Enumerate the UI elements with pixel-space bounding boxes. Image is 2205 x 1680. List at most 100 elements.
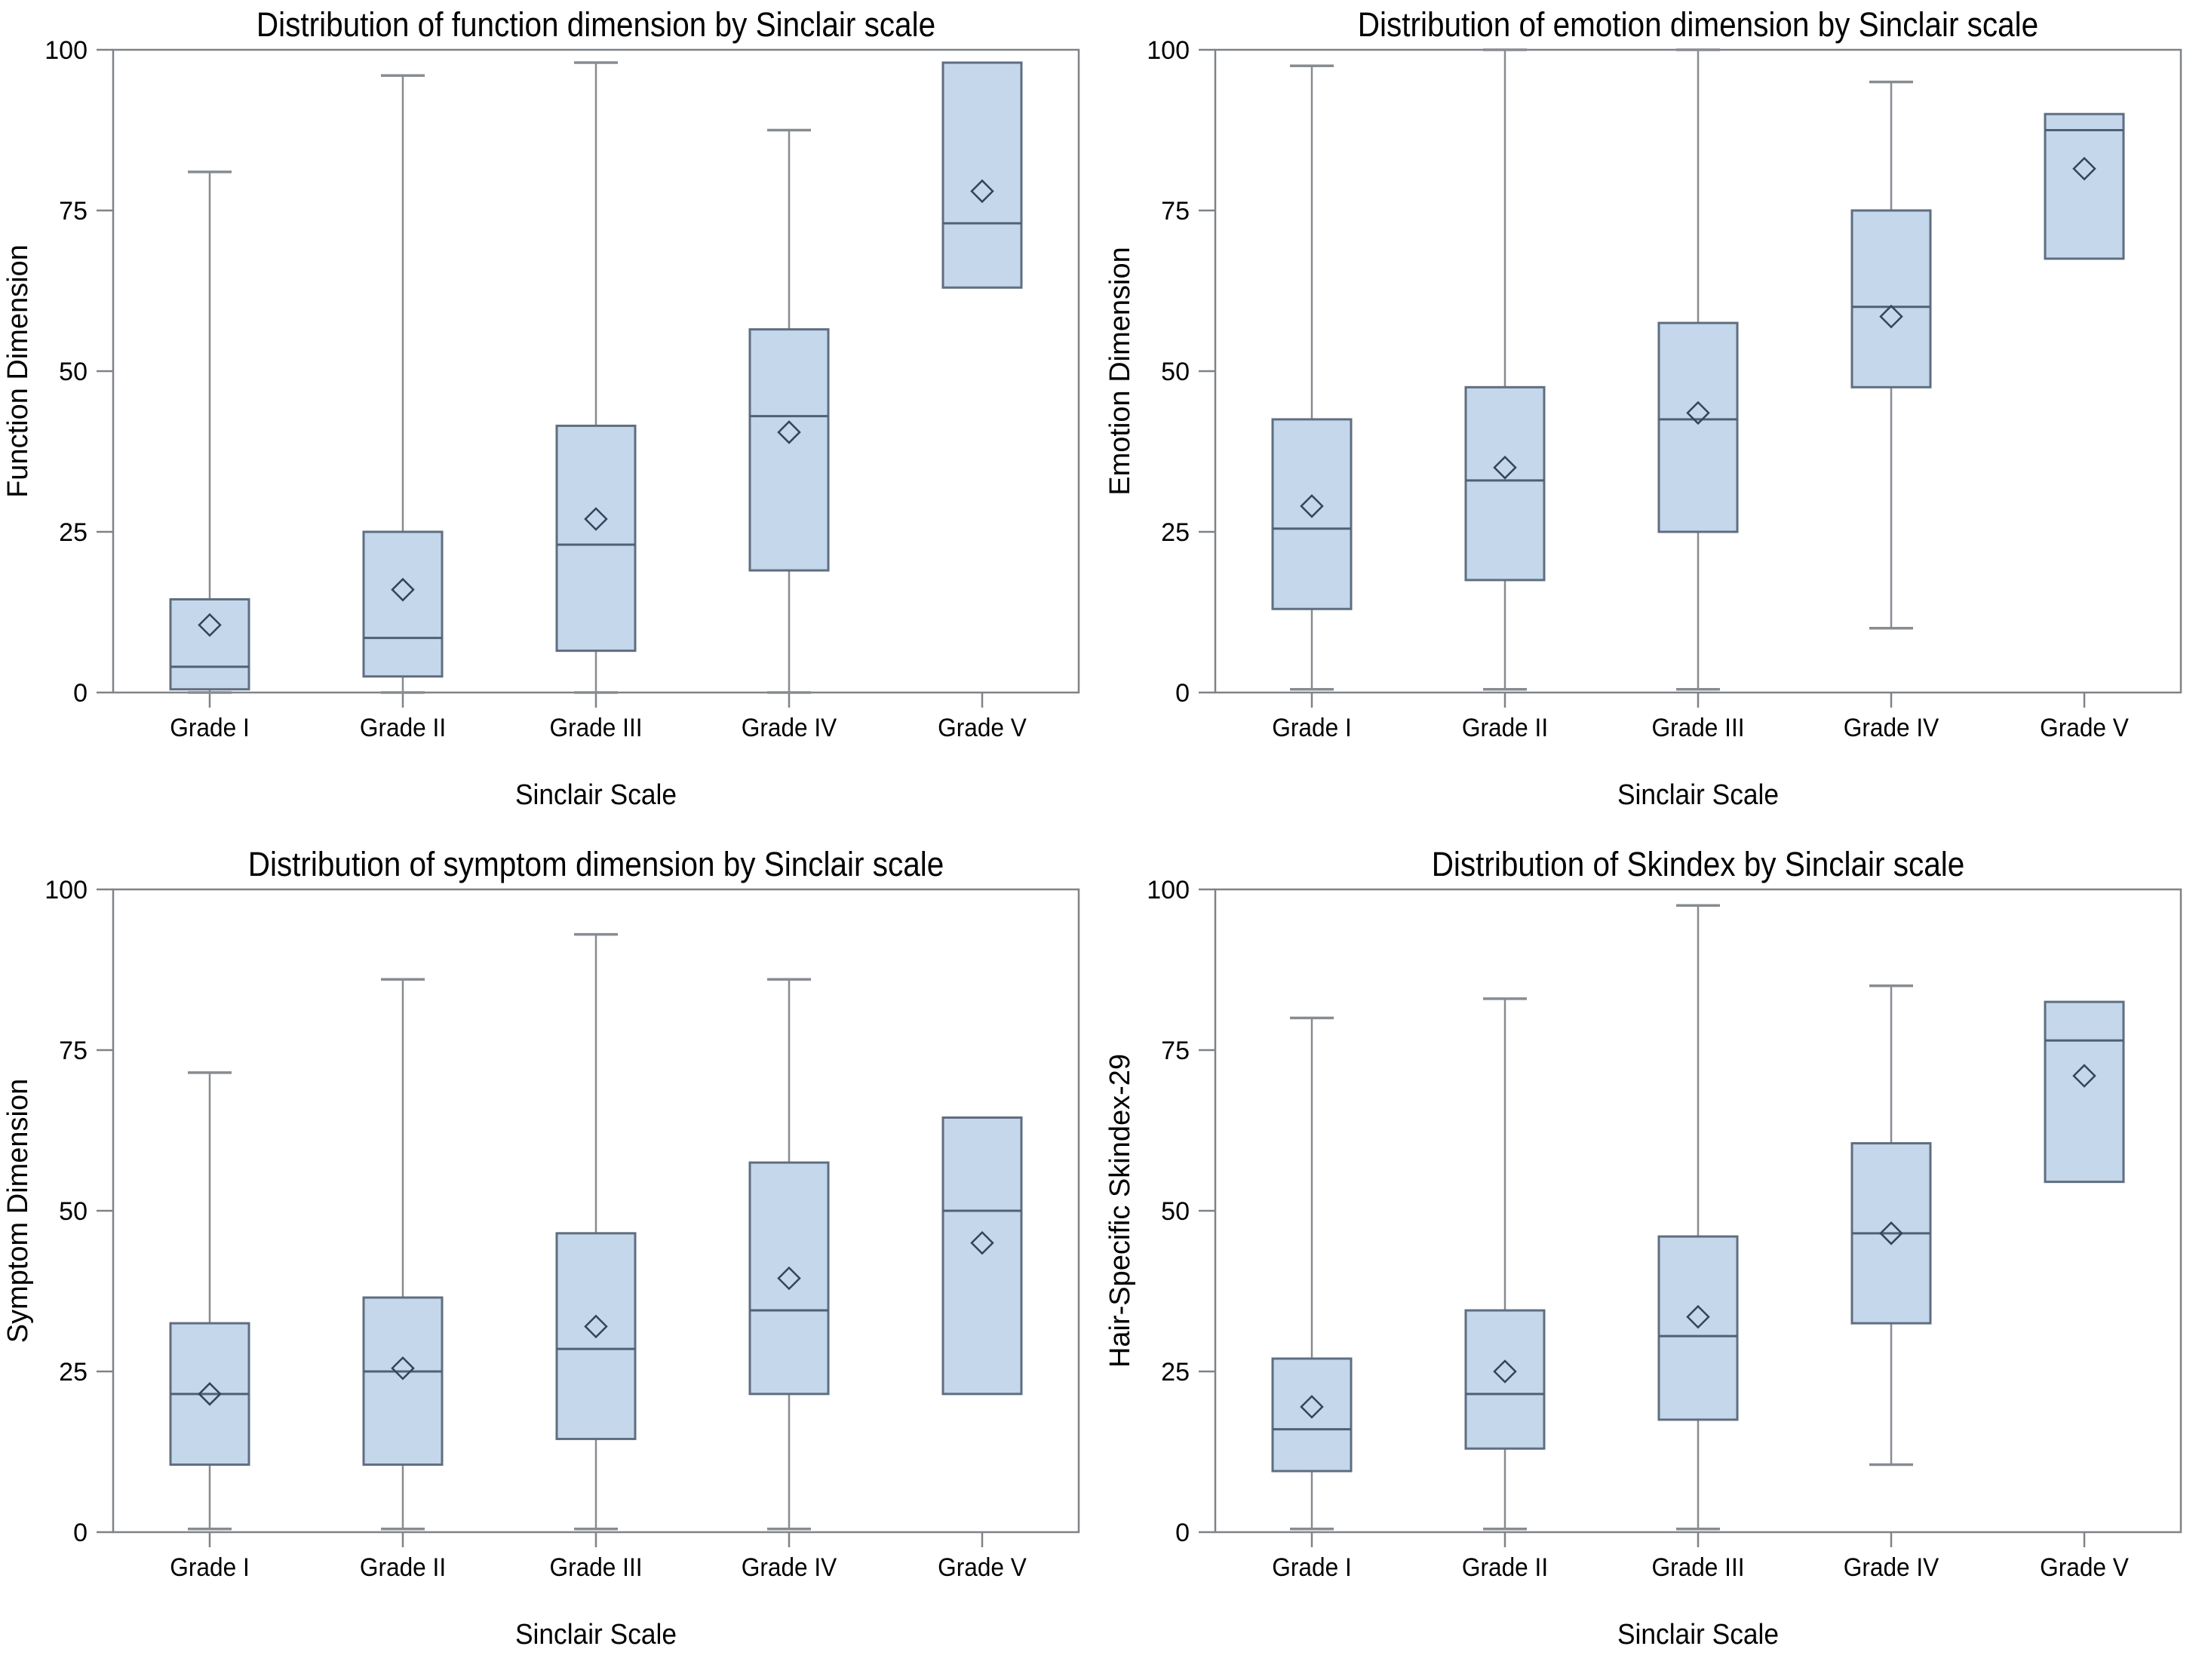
y-axis-label: Hair-Specific Skindex-29: [1104, 1054, 1136, 1368]
box: [748, 328, 830, 572]
x-tick-label: Grade III: [549, 1553, 642, 1581]
skindex-boxplot-svg: Distribution of Skindex by Sinclair scal…: [1104, 846, 2182, 1650]
x-tick-label: Grade II: [360, 713, 446, 742]
mean-marker: [1879, 1221, 1903, 1245]
boxplot-panel-function: Distribution of function dimension by Si…: [0, 0, 1102, 840]
mean-marker: [970, 1230, 994, 1255]
x-tick-label: Grade I: [170, 713, 249, 742]
chart-title: Distribution of Skindex by Sinclair scal…: [1432, 846, 1965, 883]
y-tick-label: 100: [45, 876, 88, 904]
mean-marker: [391, 577, 415, 602]
mean-marker: [2072, 1064, 2096, 1088]
y-axis-label: Emotion Dimension: [1104, 247, 1136, 495]
box: [748, 1161, 830, 1396]
function-boxplot-svg: Distribution of function dimension by Si…: [2, 6, 1080, 810]
box: [362, 530, 444, 678]
x-tick-label: Grade I: [1272, 713, 1351, 742]
box: [1271, 1357, 1353, 1473]
y-tick-label: 75: [59, 1037, 88, 1065]
plot-area: 0 25 50 75 100 Grade I Grade II Grade III Grade …: [1147, 876, 2182, 1581]
box: [1464, 385, 1546, 582]
x-tick-label: Grade I: [170, 1553, 249, 1581]
box: [362, 1296, 444, 1467]
box: [941, 1116, 1023, 1396]
box: [941, 61, 1023, 289]
y-tick-label: 0: [73, 1519, 88, 1547]
boxplot-panel-skindex: Distribution of Skindex by Sinclair scal…: [1102, 840, 2205, 1680]
box: [169, 597, 250, 691]
y-tick-label: 50: [1161, 358, 1190, 386]
x-tick-label: Grade IV: [1844, 713, 1939, 742]
x-axis-label: Sinclair Scale: [1617, 779, 1779, 810]
y-tick-label: 75: [1161, 1037, 1190, 1065]
box: [555, 1232, 637, 1440]
box: [1850, 209, 1932, 389]
y-axis-label: Function Dimension: [2, 244, 34, 498]
y-tick-label: 100: [1147, 36, 1190, 65]
mean-marker: [1686, 1304, 1710, 1329]
plot-area: 0 25 50 75 100 Grade I Grade II Grade III Grade …: [45, 876, 1080, 1581]
mean-marker: [1493, 456, 1517, 480]
y-tick-label: 25: [59, 518, 88, 547]
x-tick-label: Grade V: [938, 713, 1027, 742]
mean-marker: [1686, 401, 1710, 425]
x-axis-label: Sinclair Scale: [515, 1618, 677, 1650]
x-tick-label: Grade III: [549, 713, 642, 742]
y-tick-label: 50: [59, 358, 88, 386]
box: [1464, 1309, 1546, 1450]
y-tick-label: 75: [1161, 197, 1190, 226]
y-tick-label: 100: [45, 36, 88, 65]
mean-marker: [198, 613, 222, 637]
chart-title: Distribution of symptom dimension by Sin…: [248, 846, 944, 883]
box: [555, 424, 637, 653]
x-tick-label: Grade I: [1272, 1553, 1351, 1581]
x-tick-label: Grade V: [938, 1553, 1027, 1581]
x-axis-label: Sinclair Scale: [1617, 1618, 1779, 1650]
boxplot-panel-symptom: Distribution of symptom dimension by Sin…: [0, 840, 1102, 1680]
mean-marker: [777, 420, 801, 444]
mean-marker: [1300, 1395, 1324, 1419]
boxplot-panel-emotion: Distribution of emotion dimension by Sin…: [1102, 0, 2205, 840]
box: [2044, 112, 2125, 260]
x-axis-label: Sinclair Scale: [515, 779, 677, 810]
x-tick-label: Grade IV: [742, 1553, 837, 1581]
x-tick-label: Grade II: [360, 1553, 446, 1581]
y-tick-label: 25: [1161, 518, 1190, 547]
x-tick-label: Grade V: [2040, 1553, 2129, 1581]
x-tick-label: Grade IV: [1844, 1553, 1939, 1581]
plot-area: 0 25 50 75 100 Grade I Grade II Grade III Grade …: [45, 36, 1080, 742]
box: [2044, 1000, 2125, 1184]
x-tick-label: Grade II: [1462, 1553, 1548, 1581]
mean-marker: [1879, 304, 1903, 329]
y-tick-label: 0: [1175, 679, 1190, 708]
mean-marker: [777, 1266, 801, 1291]
emotion-boxplot-svg: Distribution of emotion dimension by Sin…: [1104, 6, 2182, 810]
symptom-boxplot-svg: Distribution of symptom dimension by Sin…: [2, 846, 1080, 1650]
x-tick-label: Grade III: [1651, 1553, 1744, 1581]
mean-marker: [1493, 1359, 1517, 1384]
mean-marker: [391, 1356, 415, 1381]
x-tick-label: Grade IV: [742, 713, 837, 742]
chart-title: Distribution of emotion dimension by Sin…: [1358, 6, 2038, 44]
box: [1271, 418, 1353, 610]
x-tick-label: Grade V: [2040, 713, 2129, 742]
y-tick-label: 25: [59, 1358, 88, 1387]
mean-marker: [584, 1314, 608, 1339]
y-tick-label: 25: [1161, 1358, 1190, 1387]
y-tick-label: 100: [1147, 876, 1190, 904]
box: [1657, 321, 1739, 533]
mean-marker: [970, 179, 994, 204]
mean-marker: [2072, 156, 2096, 181]
y-axis-label: Symptom Dimension: [2, 1079, 34, 1344]
y-tick-label: 50: [1161, 1197, 1190, 1226]
y-tick-label: 0: [73, 679, 88, 708]
y-tick-label: 0: [1175, 1519, 1190, 1547]
chart-title: Distribution of function dimension by Si…: [256, 6, 935, 44]
mean-marker: [1300, 494, 1324, 518]
x-tick-label: Grade II: [1462, 713, 1548, 742]
mean-marker: [584, 507, 608, 531]
plot-area: 0 25 50 75 100 Grade I Grade II Grade III Grade …: [1147, 36, 2182, 742]
y-tick-label: 75: [59, 197, 88, 226]
mean-marker: [198, 1382, 222, 1406]
